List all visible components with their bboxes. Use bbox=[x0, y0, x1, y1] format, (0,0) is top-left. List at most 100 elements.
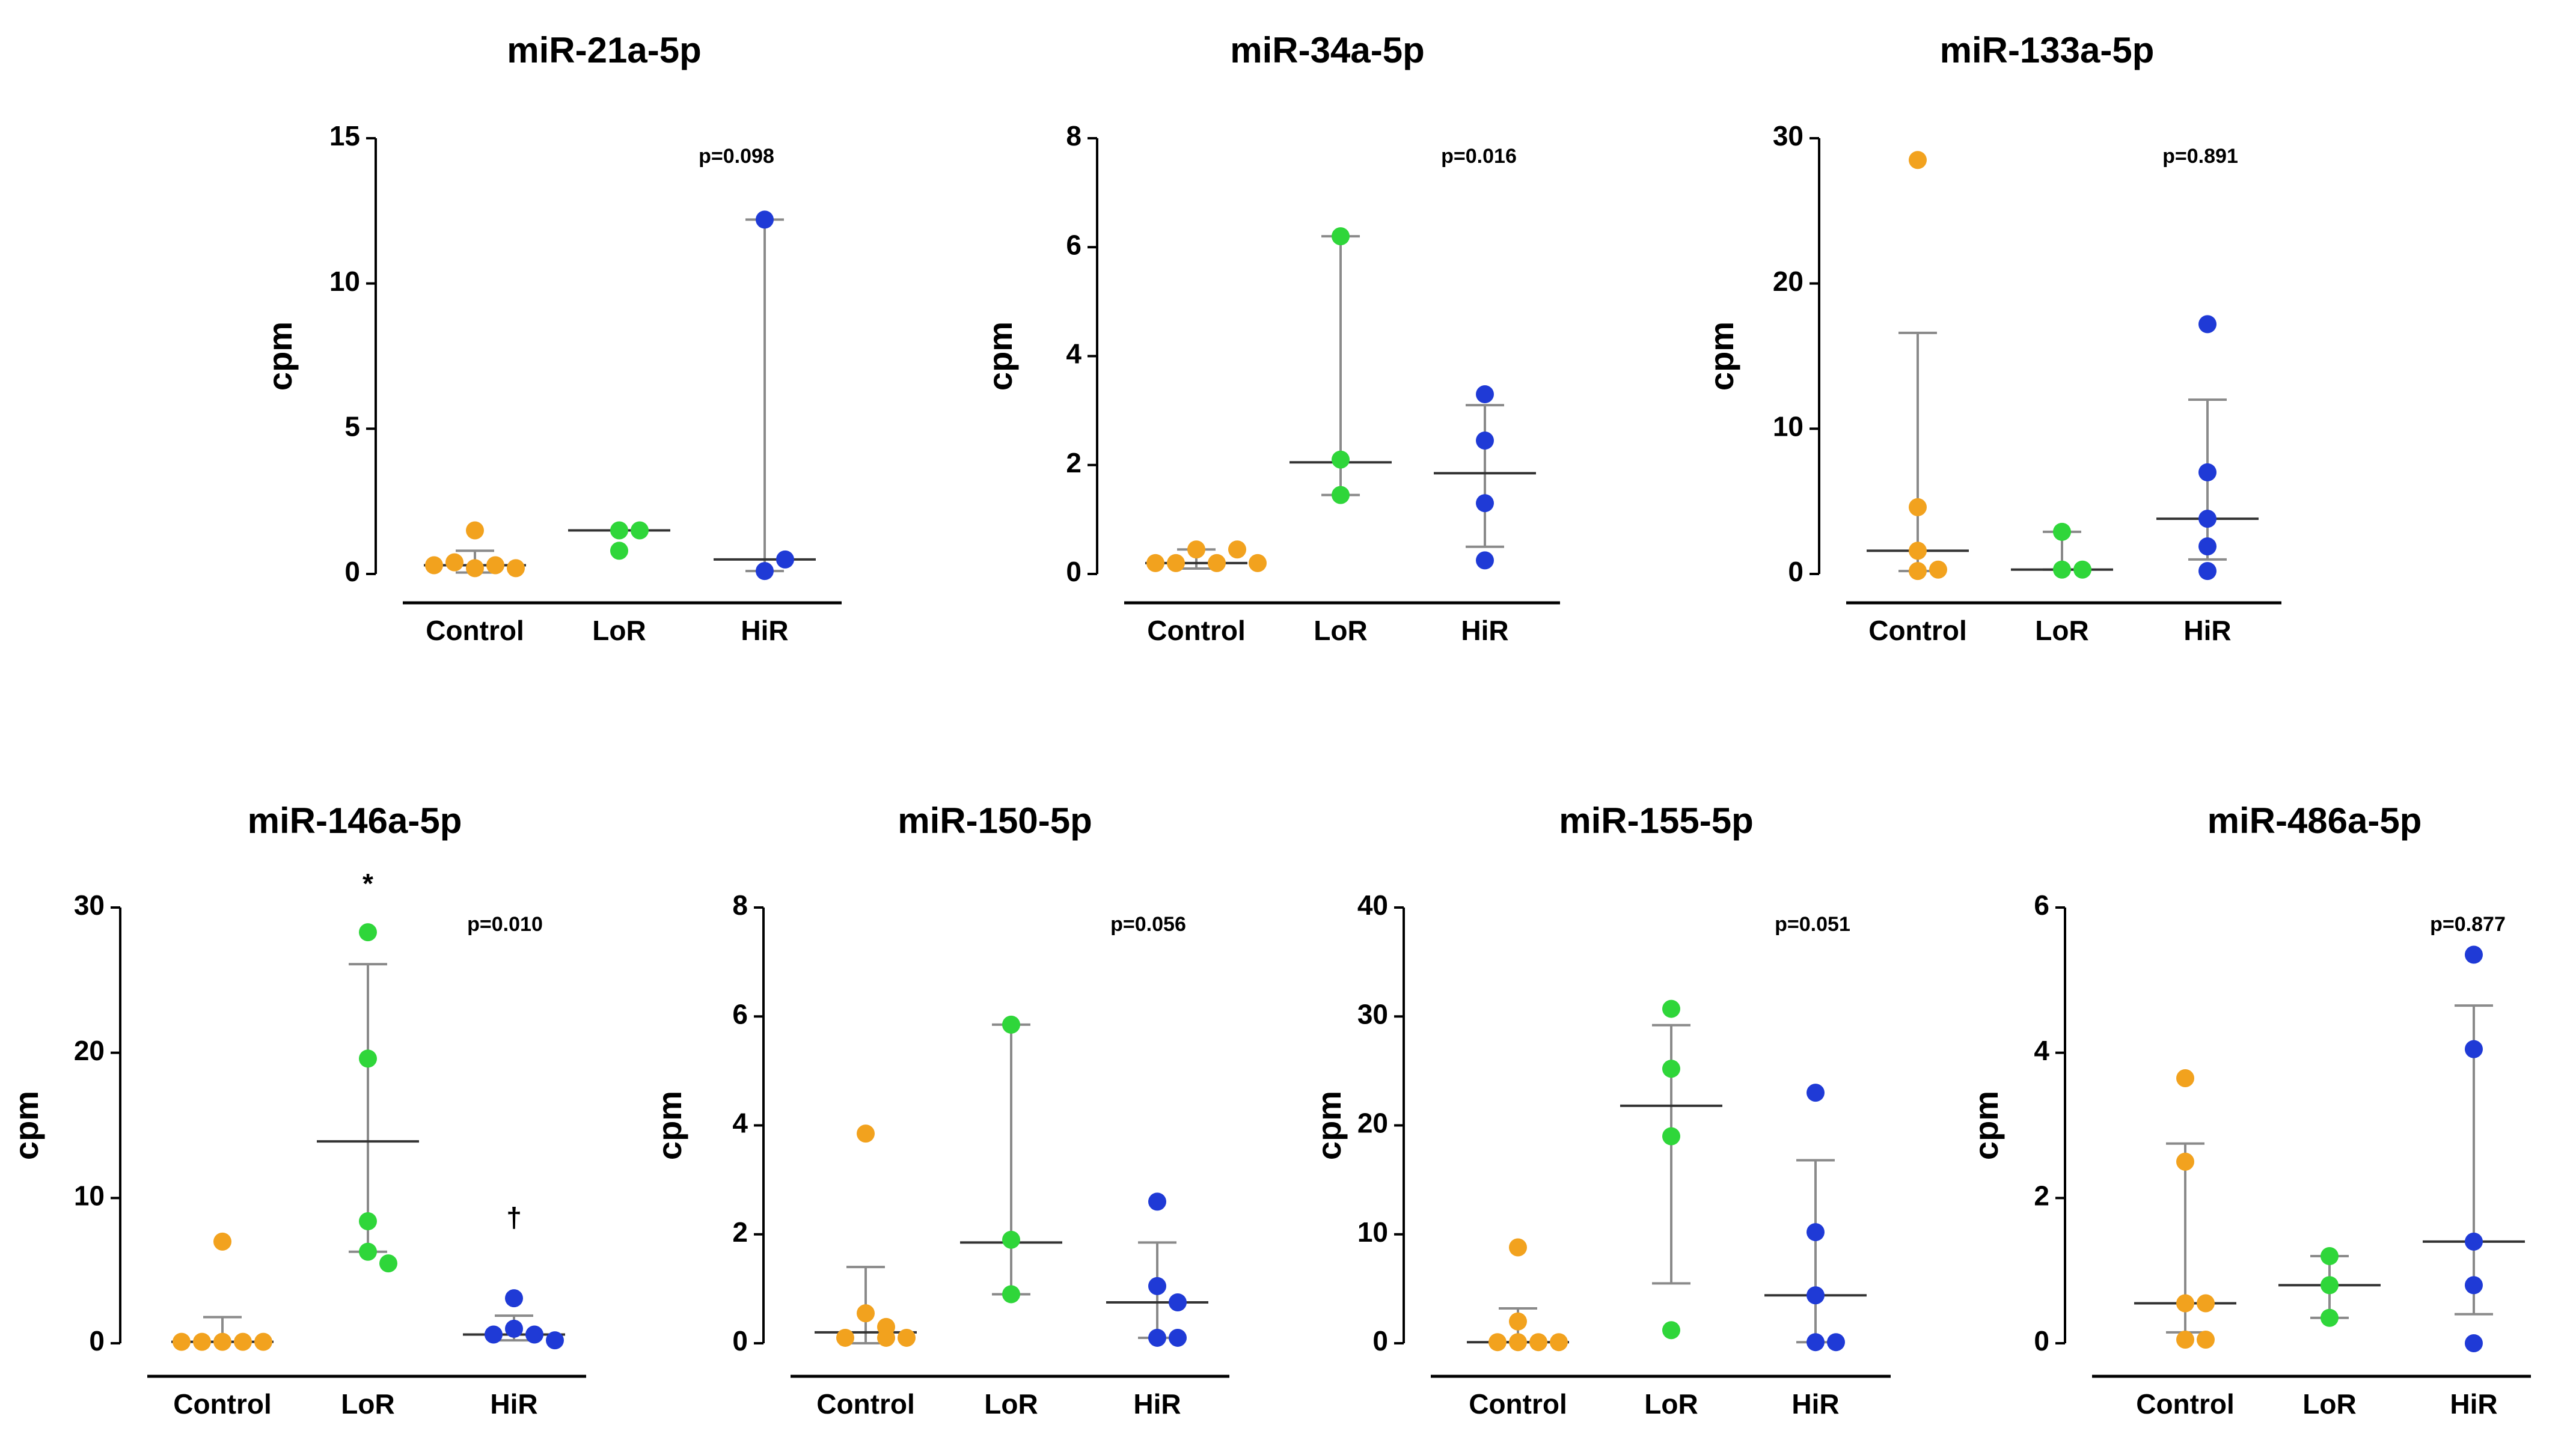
chart-panel-3: miR-146a-5p cpm 0 10 20 30 Control LoR HiR p=0.01… bbox=[7, 801, 586, 1420]
data-point bbox=[1187, 540, 1205, 559]
chart-title: miR-21a-5p bbox=[507, 30, 701, 70]
data-point bbox=[1807, 1084, 1825, 1102]
data-point bbox=[2198, 510, 2217, 528]
data-point bbox=[359, 1242, 377, 1261]
data-point bbox=[359, 923, 377, 942]
category-label-control: Control bbox=[2136, 1388, 2235, 1420]
category-label-control: Control bbox=[426, 615, 524, 646]
data-point bbox=[631, 521, 649, 540]
significance-marker: † bbox=[506, 1202, 522, 1233]
data-point bbox=[2197, 1330, 2215, 1349]
data-point bbox=[2198, 537, 2217, 556]
chart-title: miR-155-5p bbox=[1559, 801, 1753, 841]
chart-panel-4: miR-150-5p cpm 0 2 4 6 8 Control LoR HiR p=0.056 bbox=[650, 801, 1229, 1420]
data-point bbox=[1148, 1277, 1166, 1295]
y-tick-label: 6 bbox=[2034, 889, 2049, 921]
data-point bbox=[234, 1332, 252, 1351]
group-control bbox=[815, 1124, 917, 1347]
category-label-lor: LoR bbox=[984, 1388, 1038, 1420]
data-point bbox=[857, 1124, 875, 1143]
data-point bbox=[610, 542, 628, 560]
data-point bbox=[1929, 560, 1947, 579]
data-point bbox=[1148, 1192, 1166, 1211]
y-tick-label: 10 bbox=[1357, 1216, 1388, 1248]
data-point bbox=[173, 1332, 191, 1351]
y-axis-label: cpm bbox=[1703, 322, 1740, 391]
category-label-lor: LoR bbox=[592, 615, 646, 646]
data-point bbox=[1827, 1333, 1845, 1352]
significance-marker: * bbox=[363, 868, 373, 899]
data-point bbox=[2198, 315, 2217, 334]
group-lor bbox=[568, 521, 670, 560]
data-point bbox=[466, 521, 484, 540]
data-point bbox=[525, 1325, 543, 1344]
group-lor bbox=[960, 1015, 1062, 1304]
y-tick-label: 4 bbox=[2034, 1035, 2049, 1066]
y-tick-label: 20 bbox=[1357, 1108, 1388, 1139]
data-point bbox=[2053, 560, 2071, 579]
data-point bbox=[1909, 498, 1927, 516]
group-hir bbox=[463, 1289, 565, 1350]
group-lor bbox=[2278, 1247, 2381, 1327]
group-lor bbox=[317, 923, 419, 1273]
y-axis-label: cpm bbox=[981, 322, 1019, 391]
data-point bbox=[877, 1328, 895, 1347]
category-label-hir: HiR bbox=[2450, 1388, 2497, 1420]
y-tick-label: 40 bbox=[1357, 889, 1388, 921]
data-point bbox=[1169, 1293, 1187, 1312]
group-control bbox=[1145, 540, 1267, 572]
y-tick-label: 2 bbox=[732, 1216, 748, 1248]
data-point bbox=[505, 1319, 523, 1338]
data-point bbox=[2073, 560, 2091, 579]
data-point bbox=[2465, 945, 2483, 964]
y-tick-label: 5 bbox=[344, 410, 360, 442]
y-tick-label: 8 bbox=[1066, 120, 1081, 151]
data-point bbox=[2465, 1334, 2483, 1352]
data-point bbox=[213, 1232, 231, 1251]
data-point bbox=[546, 1331, 564, 1350]
y-axis-label: cpm bbox=[261, 322, 299, 391]
data-point bbox=[359, 1212, 377, 1230]
chart-panel-0: miR-21a-5p cpm 0 5 10 15 Control LoR HiR p=0.098 bbox=[261, 30, 842, 646]
y-tick-label: 0 bbox=[1066, 556, 1081, 587]
data-point bbox=[466, 559, 484, 578]
group-lor bbox=[1290, 227, 1392, 504]
data-point bbox=[254, 1332, 272, 1351]
data-point bbox=[756, 210, 774, 229]
p-value-label: p=0.010 bbox=[467, 913, 543, 936]
category-label-lor: LoR bbox=[2302, 1388, 2356, 1420]
chart-title: miR-133a-5p bbox=[1940, 30, 2155, 70]
data-point bbox=[836, 1328, 854, 1347]
group-lor bbox=[1620, 999, 1722, 1340]
y-tick-label: 10 bbox=[329, 266, 360, 297]
data-point bbox=[1909, 151, 1927, 169]
y-tick-label: 0 bbox=[89, 1325, 105, 1356]
data-point bbox=[1909, 562, 1927, 581]
y-tick-label: 30 bbox=[74, 889, 105, 921]
y-tick-label: 10 bbox=[1773, 410, 1804, 442]
data-point bbox=[2176, 1069, 2194, 1087]
data-point bbox=[1476, 551, 1494, 570]
chart-panel-1: miR-34a-5p cpm 0 2 4 6 8 Control LoR HiR p=0.016 bbox=[981, 30, 1560, 646]
data-point bbox=[1167, 554, 1185, 572]
data-point bbox=[507, 559, 525, 578]
data-point bbox=[1509, 1238, 1527, 1257]
data-point bbox=[2321, 1247, 2339, 1265]
chart-panel-2: miR-133a-5p cpm 0 10 20 30 Control LoR HiR p=0.89… bbox=[1703, 30, 2281, 646]
group-hir bbox=[714, 210, 816, 581]
y-tick-label: 0 bbox=[732, 1325, 748, 1356]
y-tick-label: 20 bbox=[74, 1035, 105, 1066]
group-hir bbox=[2156, 315, 2259, 581]
data-point bbox=[2197, 1294, 2215, 1313]
data-point bbox=[1148, 1328, 1166, 1347]
data-point bbox=[485, 1325, 503, 1344]
data-point bbox=[1509, 1312, 1527, 1331]
y-axis-label: cpm bbox=[1967, 1091, 2005, 1160]
category-label-hir: HiR bbox=[2183, 615, 2231, 646]
data-point bbox=[1529, 1333, 1547, 1352]
data-point bbox=[1476, 385, 1494, 403]
data-point bbox=[379, 1254, 397, 1273]
y-tick-label: 30 bbox=[1773, 120, 1804, 151]
category-label-lor: LoR bbox=[1314, 615, 1367, 646]
data-point bbox=[1662, 1060, 1680, 1078]
